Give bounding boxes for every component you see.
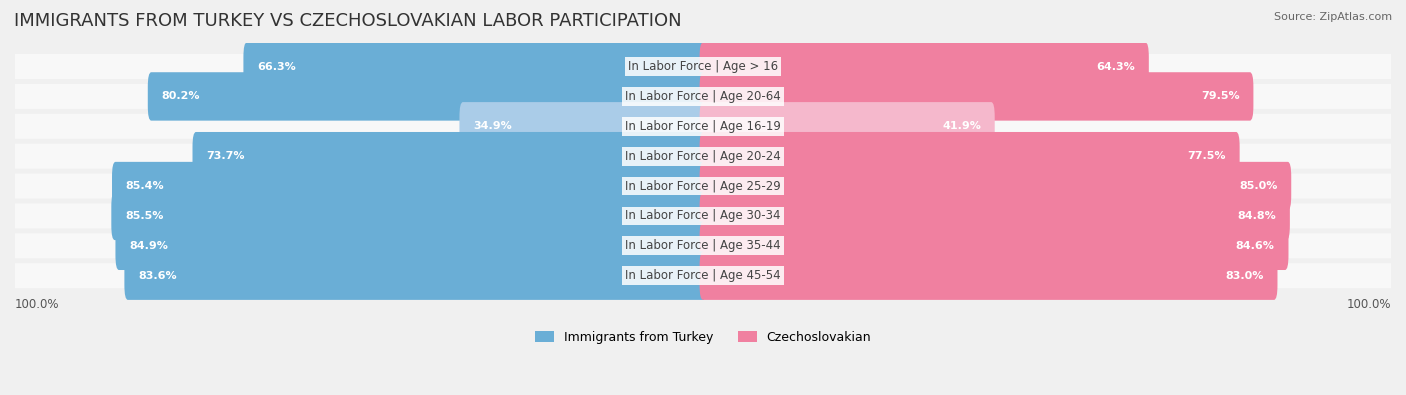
Text: 34.9%: 34.9% [474,121,512,131]
FancyBboxPatch shape [15,84,1391,109]
FancyBboxPatch shape [460,102,706,150]
Text: 80.2%: 80.2% [162,91,200,102]
Text: 100.0%: 100.0% [15,298,59,311]
FancyBboxPatch shape [148,72,706,120]
Text: 73.7%: 73.7% [207,151,245,161]
FancyBboxPatch shape [112,162,706,210]
FancyBboxPatch shape [243,42,706,91]
FancyBboxPatch shape [700,222,1288,270]
FancyBboxPatch shape [15,203,1391,228]
FancyBboxPatch shape [700,42,1149,91]
Text: In Labor Force | Age 16-19: In Labor Force | Age 16-19 [626,120,780,133]
Text: 66.3%: 66.3% [257,62,295,71]
Text: Source: ZipAtlas.com: Source: ZipAtlas.com [1274,12,1392,22]
FancyBboxPatch shape [15,144,1391,169]
Text: 85.0%: 85.0% [1239,181,1278,191]
Text: In Labor Force | Age 35-44: In Labor Force | Age 35-44 [626,239,780,252]
FancyBboxPatch shape [15,173,1391,199]
FancyBboxPatch shape [700,72,1253,120]
Text: In Labor Force | Age 30-34: In Labor Force | Age 30-34 [626,209,780,222]
Text: 64.3%: 64.3% [1097,62,1135,71]
FancyBboxPatch shape [193,132,706,181]
FancyBboxPatch shape [15,233,1391,258]
Text: IMMIGRANTS FROM TURKEY VS CZECHOSLOVAKIAN LABOR PARTICIPATION: IMMIGRANTS FROM TURKEY VS CZECHOSLOVAKIA… [14,12,682,30]
Text: 83.6%: 83.6% [138,271,177,281]
FancyBboxPatch shape [111,192,706,240]
Text: 41.9%: 41.9% [942,121,981,131]
Text: In Labor Force | Age > 16: In Labor Force | Age > 16 [628,60,778,73]
FancyBboxPatch shape [15,114,1391,139]
Text: In Labor Force | Age 20-64: In Labor Force | Age 20-64 [626,90,780,103]
Text: In Labor Force | Age 25-29: In Labor Force | Age 25-29 [626,180,780,192]
FancyBboxPatch shape [700,162,1291,210]
FancyBboxPatch shape [15,54,1391,79]
Text: 85.4%: 85.4% [125,181,165,191]
FancyBboxPatch shape [124,252,706,300]
Text: 83.0%: 83.0% [1226,271,1264,281]
Text: 100.0%: 100.0% [1347,298,1391,311]
FancyBboxPatch shape [700,102,994,150]
FancyBboxPatch shape [15,263,1391,288]
FancyBboxPatch shape [700,132,1240,181]
FancyBboxPatch shape [115,222,706,270]
Text: In Labor Force | Age 45-54: In Labor Force | Age 45-54 [626,269,780,282]
Legend: Immigrants from Turkey, Czechoslovakian: Immigrants from Turkey, Czechoslovakian [529,324,877,350]
Text: 77.5%: 77.5% [1188,151,1226,161]
Text: 84.6%: 84.6% [1236,241,1275,251]
Text: 84.8%: 84.8% [1237,211,1277,221]
Text: 79.5%: 79.5% [1201,91,1240,102]
FancyBboxPatch shape [700,192,1289,240]
Text: 84.9%: 84.9% [129,241,169,251]
FancyBboxPatch shape [700,252,1278,300]
Text: In Labor Force | Age 20-24: In Labor Force | Age 20-24 [626,150,780,163]
Text: 85.5%: 85.5% [125,211,163,221]
